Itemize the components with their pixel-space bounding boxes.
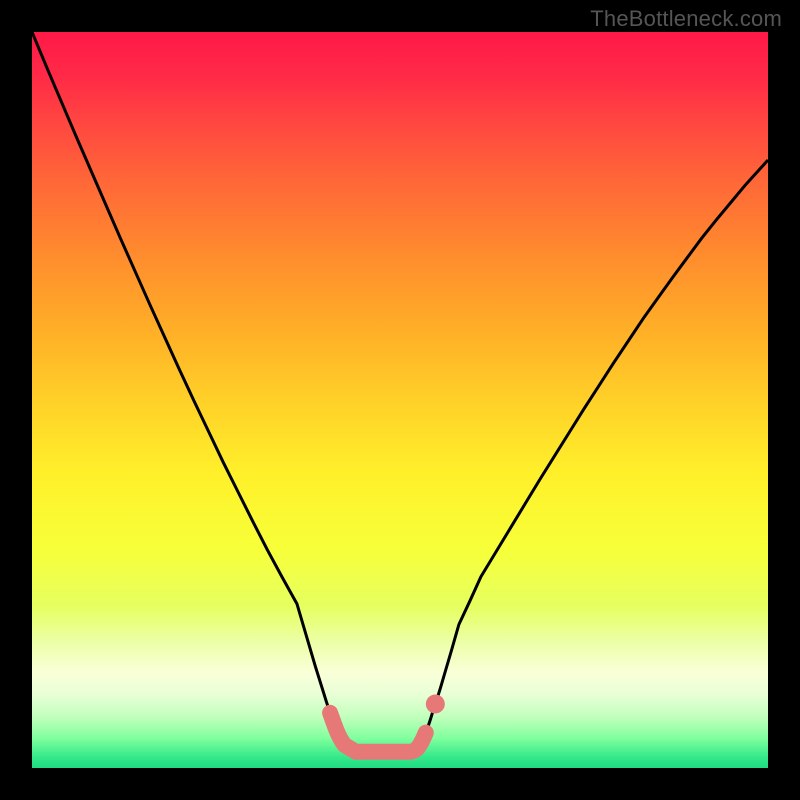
bottleneck-black-curve bbox=[32, 32, 768, 752]
watermark-text: TheBottleneck.com bbox=[590, 6, 782, 32]
bottleneck-pink-overlay bbox=[330, 713, 426, 752]
curves-svg bbox=[32, 32, 768, 768]
chart-outer-frame: TheBottleneck.com bbox=[0, 0, 800, 800]
dot-right bbox=[426, 694, 445, 713]
plot-area bbox=[32, 32, 768, 768]
